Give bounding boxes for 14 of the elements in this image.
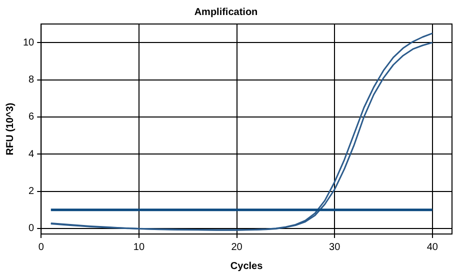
y-tick-label: 10: [23, 37, 35, 48]
chart-title: Amplification: [194, 6, 258, 18]
y-tick-label: 0: [28, 223, 35, 234]
x-tick-label: 20: [231, 242, 243, 253]
x-axis-title: Cycles: [230, 260, 264, 272]
y-tick-label: 4: [28, 148, 35, 160]
y-axis-title: RFU (10^3): [4, 102, 16, 156]
x-tick-label: 10: [133, 242, 145, 253]
y-tick-label: 2: [28, 186, 35, 198]
y-tick-label: 6: [28, 112, 35, 123]
x-tick-label: 40: [426, 242, 438, 253]
y-tick-label: 8: [28, 74, 35, 86]
x-tick-label: 0: [38, 242, 44, 253]
x-tick-label: 30: [329, 242, 341, 253]
